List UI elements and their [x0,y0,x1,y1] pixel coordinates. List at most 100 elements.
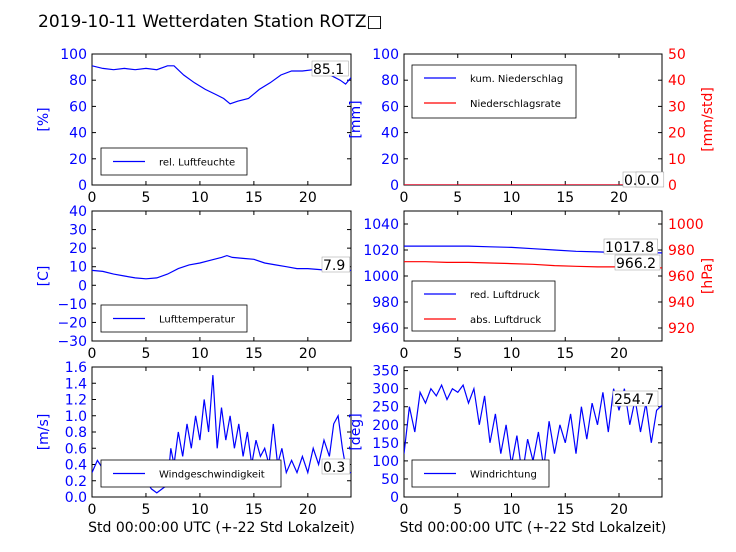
y-tick-label: −30 [57,334,87,350]
y-tick-label: 100 [372,47,399,63]
y-tick-label: 80 [69,73,87,89]
x-tick-label: 0 [400,190,409,206]
y-tick-label: −20 [57,315,87,331]
y-tick-label: 100 [372,454,399,470]
annotation-box [612,390,659,407]
y-tick-label: 20 [69,152,87,168]
y-tick-label: 0 [78,178,87,194]
y-tick-label: 20 [69,241,87,257]
x-tick-label: 15 [556,502,574,518]
y-tick-label: 1.0 [65,409,87,425]
y-tick-label: 1020 [363,243,399,259]
legend: rel. Luftfeuchte [100,147,248,176]
x-tick-label: 0 [88,346,97,362]
x-tick-label: 20 [299,346,317,362]
value-annotation: 254.7 [614,392,654,408]
x-tick-label: 0 [88,190,97,206]
legend-label: Niederschlagsrate [470,99,561,110]
y-tick-label: 40 [69,204,87,220]
panel-top-right: 0 5 10 15 20 0 20 40 60 80 100 0 10 20 30 40 50 [mm] [mm/s… [348,47,716,206]
legend-label: red. Luftdruck [470,290,540,301]
y-tick-label: 200 [372,418,399,434]
y2-tick-label: 980 [668,243,695,259]
x-tick-label: 0 [400,346,409,362]
x-tick-label: 10 [191,502,209,518]
figure-title: 2019-10-11 Wetterdaten Station ROTZ□ [38,12,383,32]
legend-box [411,280,556,332]
legend-label: rel. Luftfeuchte [159,158,235,169]
y2-tick-label: 50 [668,47,686,63]
y-tick-label: 350 [372,364,399,380]
legend: Windrichtung [411,459,550,488]
x-tick-label: 15 [245,346,263,362]
annotation-box [635,171,665,188]
value-annotation: 1017.8 [605,240,654,256]
y2-tick-label: 960 [668,269,695,285]
legend-box [100,147,248,176]
x-tick-label: 5 [141,346,150,362]
y2-tick-label: 920 [668,321,695,337]
y2-tick-label: 40 [668,73,686,89]
y-tick-label: 0 [390,490,399,506]
legend: red. Luftdruck abs. Luftdruck [411,280,556,332]
y-tick-label: 40 [381,126,399,142]
y2-tick-label: 940 [668,295,695,311]
y-axis-label: [mm] [348,100,364,138]
value-annotation: 0.0 [637,173,659,189]
legend-label: kum. Niederschlag [470,74,563,85]
legend-box [411,64,577,119]
legend: Lufttemperatur [100,304,248,333]
x-tick-label: 5 [141,190,150,206]
annotation-box [603,238,658,255]
y-axis-label: [%] [36,107,52,131]
x-tick-label: 5 [453,502,462,518]
x-axis-label: Std 00:00:00 UTC (+-22 Std Lokalzeit) [88,520,355,536]
x-tick-label: 15 [245,190,263,206]
annotation-box [311,60,349,77]
legend: kum. Niederschlag Niederschlagsrate [411,64,577,119]
x-tick-label: 10 [191,346,209,362]
panel-middle-left: 0 5 10 15 20 −30 −20 −10 0 10 20 30 40 [C] Lufttempera… [36,204,352,362]
y-tick-label: 1.4 [65,376,87,392]
x-tick-label: 20 [610,346,628,362]
y-tick-label: −10 [57,297,87,313]
legend: Windgeschwindigkeit [100,459,282,488]
x-tick-label: 5 [453,190,462,206]
y2-tick-label: 20 [668,126,686,142]
y2-axis-label: [mm/std] [700,87,716,152]
y-tick-label: 0.6 [65,441,87,457]
x-tick-label: 20 [610,190,628,206]
x-tick-label: 0 [400,502,409,518]
y-tick-label: 60 [69,99,87,115]
y2-tick-label: 0 [668,178,677,194]
x-tick-label: 20 [299,502,317,518]
y-tick-label: 80 [381,73,399,89]
annotation-box [321,458,351,475]
y-tick-label: 0.0 [65,490,87,506]
x-axis-label: Std 00:00:00 UTC (+-22 Std Lokalzeit) [400,520,667,536]
x-tick-label: 5 [453,346,462,362]
y-tick-label: 300 [372,382,399,398]
y-tick-label: 150 [372,436,399,452]
legend-label: Windrichtung [470,470,537,481]
legend-label: Lufttemperatur [159,315,236,326]
x-tick-label: 10 [503,502,521,518]
y-tick-label: 60 [381,99,399,115]
y-tick-label: 0.4 [65,458,87,474]
annotation-box [614,254,661,271]
y2-tick-label: 1000 [668,217,704,233]
y-tick-label: 1.6 [65,360,87,376]
value-annotation: 85.1 [313,62,344,78]
panel-bottom-left: 0 5 10 15 20 0.00.20.40.60.81.01.21.41.6 [m/s]… [36,360,355,536]
y2-tick-label: 30 [668,99,686,115]
y-axis-label: [m/s] [36,414,52,451]
y-axis-label: [deg] [348,413,364,450]
x-tick-label: 0 [88,502,97,518]
value-annotation: 966.2 [616,256,656,272]
annotation-box [321,256,351,273]
y-tick-label: 50 [381,472,399,488]
y-tick-label: 0 [390,178,399,194]
y-tick-label: 250 [372,400,399,416]
